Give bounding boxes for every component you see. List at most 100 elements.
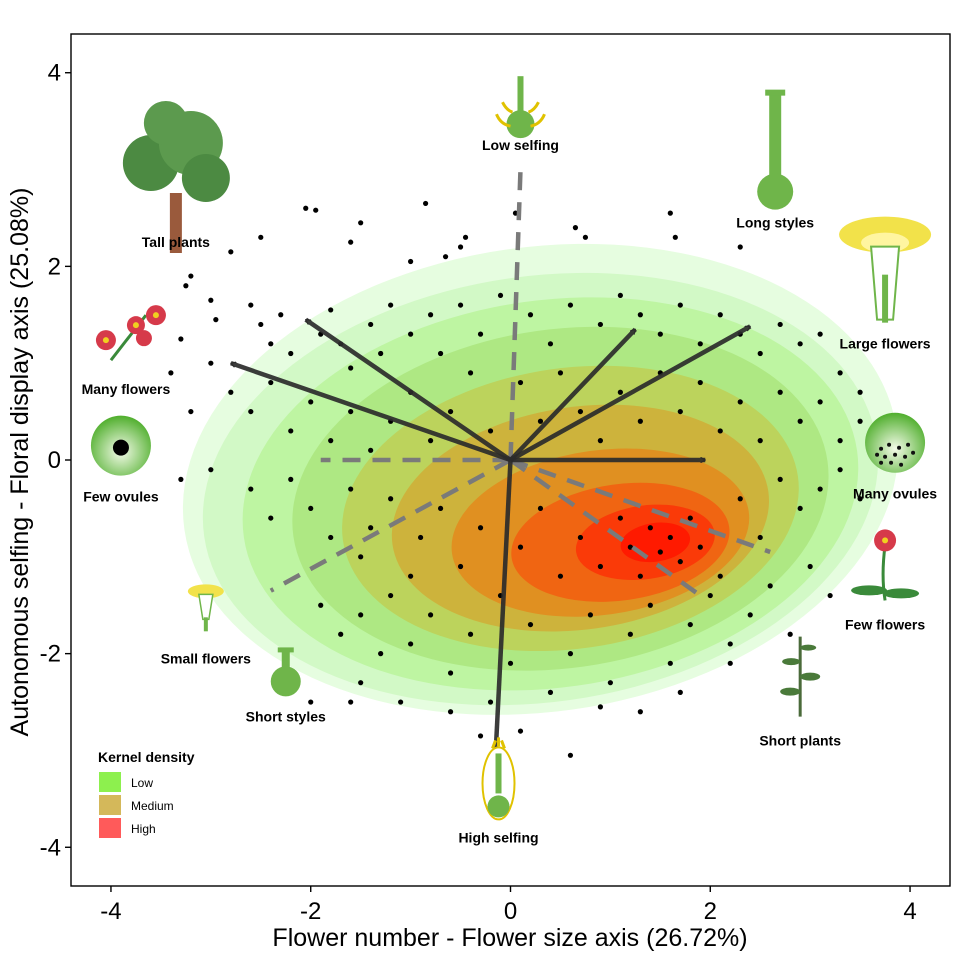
- data-point: [447, 709, 454, 715]
- data-point: [727, 660, 733, 666]
- few-flowers-icon: [851, 529, 920, 601]
- data-point: [278, 312, 284, 318]
- data-point: [582, 234, 589, 240]
- data-point: [637, 418, 643, 424]
- data-point: [857, 496, 863, 502]
- trait-label: Long styles: [736, 215, 814, 231]
- y-tick-label: 4: [48, 60, 61, 87]
- many-flowers-icon: [95, 305, 166, 362]
- solid-loading-vector: [496, 459, 513, 755]
- data-point: [597, 321, 603, 328]
- data-point: [717, 573, 723, 579]
- data-point: [477, 733, 484, 739]
- data-point: [567, 752, 574, 758]
- x-tick-label: 2: [704, 898, 717, 925]
- data-point: [378, 651, 384, 657]
- data-point: [667, 210, 673, 216]
- data-point: [537, 505, 544, 512]
- data-point: [368, 447, 374, 453]
- solid-loading-vector: [508, 327, 637, 462]
- legend-swatch-medium: [99, 795, 121, 815]
- data-point: [627, 544, 633, 550]
- y-tick-label: 2: [48, 253, 61, 280]
- data-point: [447, 408, 454, 415]
- short-style-icon: [270, 647, 301, 697]
- trait-label: Small flowers: [161, 650, 251, 666]
- data-point: [827, 592, 833, 599]
- data-point: [637, 573, 643, 579]
- data-point: [667, 660, 673, 666]
- solid-loading-vector: [509, 324, 752, 462]
- data-point: [737, 399, 743, 405]
- data-point: [547, 341, 554, 347]
- trait-labels-layer: Low selfing Tall plants Long styles Large f…: [82, 137, 938, 845]
- trait-label: Tall plants: [142, 234, 210, 250]
- data-point: [797, 505, 803, 512]
- data-point: [717, 428, 723, 434]
- data-point: [817, 399, 823, 405]
- x-axis-title: Flower number - Flower size axis (26.72%…: [272, 924, 747, 952]
- data-point: [248, 302, 254, 308]
- data-point: [687, 515, 693, 521]
- data-point: [213, 317, 219, 323]
- data-point: [268, 515, 274, 521]
- data-point: [672, 234, 678, 240]
- legend-swatch-low: [99, 772, 121, 792]
- data-point: [757, 438, 763, 444]
- trait-label: Few ovules: [83, 489, 159, 505]
- points-layer: [168, 200, 863, 758]
- data-point: [777, 476, 783, 482]
- x-tick-label: 4: [903, 898, 916, 925]
- data-point: [348, 365, 354, 371]
- legend-title: Kernel density: [98, 749, 195, 765]
- data-point: [797, 418, 803, 424]
- data-point: [288, 428, 294, 434]
- data-point: [697, 379, 703, 386]
- data-point: [757, 350, 763, 357]
- data-point: [487, 428, 494, 434]
- data-point: [178, 476, 184, 482]
- data-point: [837, 467, 843, 473]
- data-point: [617, 292, 623, 299]
- data-point: [388, 592, 394, 599]
- data-point: [517, 728, 524, 734]
- data-point: [777, 389, 783, 395]
- solid-loading-vector: [230, 361, 512, 463]
- data-point: [408, 258, 414, 265]
- data-point: [627, 631, 633, 637]
- x-tick-label: -2: [300, 898, 321, 925]
- trait-label: Many flowers: [82, 381, 171, 397]
- data-point: [318, 602, 324, 608]
- legend-label-high: High: [131, 822, 156, 836]
- data-point: [268, 379, 274, 386]
- low-selfing-flower-icon: [495, 76, 546, 139]
- data-point: [597, 438, 603, 444]
- data-point: [442, 254, 449, 260]
- data-point: [697, 544, 703, 550]
- data-point: [408, 331, 414, 337]
- data-point: [497, 292, 504, 299]
- data-point: [687, 621, 693, 628]
- data-point: [388, 302, 394, 308]
- trait-label: Many ovules: [853, 486, 937, 502]
- data-point: [258, 321, 264, 328]
- data-point: [447, 670, 454, 676]
- data-point: [767, 583, 773, 589]
- data-point: [657, 549, 663, 555]
- trait-label: High selfing: [458, 829, 538, 845]
- data-point: [348, 486, 354, 492]
- data-point: [597, 704, 603, 710]
- data-point: [817, 331, 823, 337]
- data-point: [517, 379, 524, 386]
- data-point: [737, 496, 743, 502]
- dashed-loading-vector: [269, 458, 512, 593]
- y-axis: -4 -2 0 2 4: [40, 60, 71, 861]
- data-point: [557, 370, 564, 376]
- data-point: [467, 631, 474, 637]
- data-point: [378, 350, 384, 357]
- data-point: [348, 408, 354, 415]
- data-point: [422, 200, 429, 207]
- data-point: [328, 438, 334, 444]
- y-tick-label: -2: [40, 641, 61, 668]
